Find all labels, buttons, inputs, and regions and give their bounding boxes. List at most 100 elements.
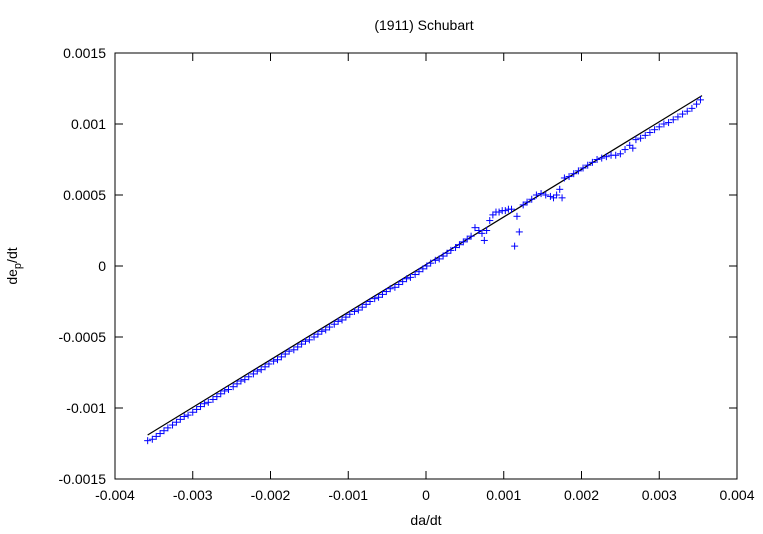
x-tick-label: 0.002	[564, 487, 599, 503]
data-point	[452, 244, 460, 252]
data-point	[616, 150, 624, 158]
data-point	[160, 427, 168, 435]
data-point	[419, 265, 427, 273]
y-tick-label: 0.0015	[63, 45, 106, 61]
data-point	[501, 207, 509, 215]
y-tick-label: -0.001	[66, 400, 106, 416]
data-point	[217, 390, 225, 398]
data-point	[439, 252, 447, 260]
data-point	[435, 255, 443, 263]
data-point	[565, 173, 573, 181]
x-tick-label: -0.003	[173, 487, 213, 503]
data-point	[375, 293, 383, 301]
data-point	[431, 256, 439, 264]
data-point	[281, 350, 289, 358]
data-point	[310, 333, 318, 341]
y-tick-label: 0	[98, 258, 106, 274]
data-point	[447, 246, 455, 254]
y-axis-label-tail: /dt	[4, 247, 20, 263]
data-point	[371, 295, 379, 303]
data-point	[674, 113, 682, 121]
data-point	[338, 316, 346, 324]
data-point	[249, 370, 257, 378]
data-point	[225, 386, 233, 394]
data-point	[399, 278, 407, 286]
data-point	[350, 307, 358, 315]
data-point	[655, 123, 663, 131]
data-point	[588, 158, 596, 166]
data-point	[511, 242, 519, 250]
data-point	[519, 201, 527, 209]
data-point	[176, 415, 184, 423]
data-point	[197, 403, 205, 411]
data-point	[546, 192, 554, 200]
data-point	[528, 195, 536, 203]
data-point	[403, 275, 411, 283]
data-point	[285, 347, 293, 355]
data-point	[241, 376, 249, 384]
data-point	[294, 343, 302, 351]
data-point	[626, 141, 634, 149]
x-tick-label: -0.004	[95, 487, 135, 503]
data-point	[574, 167, 582, 175]
data-point	[696, 96, 704, 104]
data-point	[245, 373, 253, 381]
data-point	[637, 134, 645, 142]
data-point	[423, 262, 431, 270]
data-point	[693, 100, 701, 108]
data-point	[560, 174, 568, 182]
data-point	[213, 393, 221, 401]
data-point	[679, 110, 687, 118]
data-point	[180, 413, 188, 421]
data-point	[391, 283, 399, 291]
data-point	[553, 191, 561, 199]
data-point	[612, 151, 620, 159]
data-point	[184, 411, 192, 419]
data-point	[660, 120, 668, 128]
data-point	[330, 320, 338, 328]
y-tick-label: -0.0005	[59, 329, 107, 345]
data-point	[602, 153, 610, 161]
data-point	[318, 327, 326, 335]
x-axis: -0.004 -0.003 -0.002 -0.001 0 0.001 0.002 0.003…	[95, 53, 755, 503]
data-point	[532, 191, 540, 199]
data-point	[688, 104, 696, 112]
data-point	[362, 300, 370, 308]
data-point	[233, 380, 241, 388]
chart-title: (1911) Schubart	[374, 17, 473, 33]
data-point	[621, 146, 629, 154]
data-point	[495, 208, 503, 216]
data-point	[570, 170, 578, 178]
x-tick-label: -0.002	[251, 487, 291, 503]
data-point	[257, 366, 265, 374]
data-point	[298, 340, 306, 348]
data-point	[443, 249, 451, 257]
y-tick-label: 0.0005	[63, 187, 106, 203]
data-point	[152, 432, 160, 440]
data-point	[261, 363, 269, 371]
data-point	[411, 271, 419, 279]
data-point	[209, 395, 217, 403]
data-point	[641, 131, 649, 139]
data-point	[471, 224, 479, 232]
data-point	[156, 430, 164, 438]
data-point	[200, 400, 208, 408]
y-axis: -0.0015 -0.001 -0.0005 0 0.0005 0.001 0.0015	[59, 45, 737, 487]
data-point	[270, 357, 278, 365]
data-point	[366, 298, 374, 305]
x-tick-label: 0.004	[719, 487, 754, 503]
y-axis-label: dep/dt	[4, 247, 24, 284]
data-point	[415, 268, 423, 276]
data-point	[346, 310, 354, 318]
data-point	[229, 383, 237, 391]
data-point	[579, 164, 587, 172]
data-points	[144, 96, 704, 445]
data-point	[395, 280, 403, 288]
fit-line	[147, 95, 703, 436]
data-point	[277, 353, 285, 361]
data-point	[584, 161, 592, 169]
data-point	[204, 398, 212, 406]
data-point	[550, 194, 558, 202]
data-point	[273, 356, 281, 364]
data-point	[301, 337, 309, 345]
